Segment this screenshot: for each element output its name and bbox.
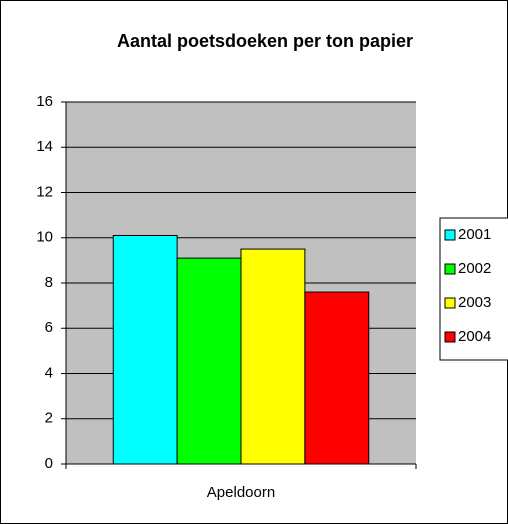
y-tick-label: 0 [45, 455, 53, 472]
y-tick-label: 2 [45, 410, 53, 427]
bar [176, 257, 242, 465]
y-tick-label: 4 [45, 364, 53, 381]
legend-label: 2001 [458, 226, 491, 243]
y-tick-label: 12 [36, 183, 53, 200]
y-tick-label: 16 [36, 93, 53, 110]
legend-swatch [444, 229, 456, 241]
y-tick-label: 14 [36, 138, 53, 155]
legend-label: 2003 [458, 294, 491, 311]
y-tick-label: 8 [45, 274, 53, 291]
legend-swatch [444, 297, 456, 309]
y-tick-label: 6 [45, 319, 53, 336]
legend-label: 2004 [458, 328, 491, 345]
chart-title: Aantal poetsdoeken per ton papier [117, 31, 413, 51]
bar [304, 291, 370, 465]
legend-swatch [444, 263, 456, 275]
y-tick-label: 10 [36, 229, 53, 246]
x-tick-label: Apeldoorn [207, 484, 275, 501]
bar [112, 234, 178, 465]
legend-swatch [444, 331, 456, 343]
legend-label: 2002 [458, 260, 491, 277]
bar [240, 248, 306, 465]
